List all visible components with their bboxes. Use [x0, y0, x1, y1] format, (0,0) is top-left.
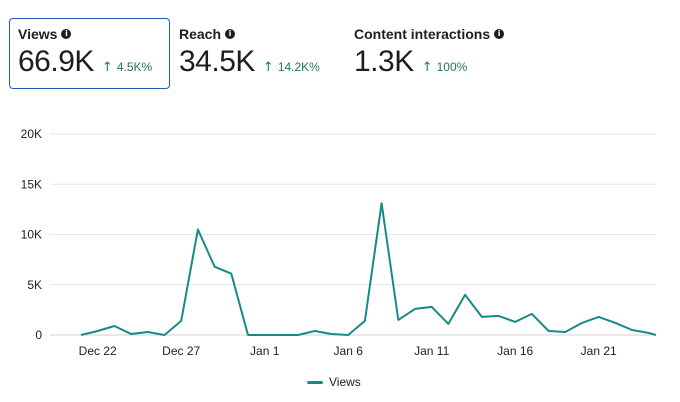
y-tick-label: 15K [21, 177, 42, 191]
metric-card-views[interactable]: Views i 66.9K ↑ 4.5K% [9, 18, 170, 89]
x-tick-label: Dec 27 [162, 344, 200, 358]
info-icon[interactable]: i [494, 29, 505, 39]
legend-label-views: Views [329, 375, 361, 389]
metric-card-content-interactions[interactable]: Content interactions i 1.3K ↑ 100% [345, 18, 525, 89]
chart-legend[interactable]: Views [307, 375, 361, 389]
metric-value-content-interactions: 1.3K [354, 45, 414, 78]
arrow-up-icon: ↑ [262, 60, 274, 75]
x-tick-label: Jan 1 [250, 344, 280, 358]
chart-gridlines [50, 133, 656, 336]
metric-change-views: ↑ 4.5K% [102, 60, 152, 75]
metric-change-value-views: 4.5K% [116, 60, 153, 74]
metric-value-views: 66.9K [18, 45, 94, 78]
legend-swatch-views [307, 380, 323, 384]
y-tick-label: 5K [27, 278, 42, 292]
y-tick-label: 0 [35, 328, 42, 342]
metric-change-reach: ↑ 14.2K% [263, 60, 320, 75]
arrow-up-icon: ↑ [421, 60, 433, 75]
metric-title-content-interactions: Content interactions [354, 26, 491, 42]
y-tick-label: 20K [21, 127, 42, 141]
series-layer [80, 202, 657, 336]
y-axis-labels: 0 5K 10K 15K 20K [21, 127, 43, 342]
x-tick-label: Jan 16 [497, 344, 533, 358]
metric-title-reach: Reach [179, 26, 222, 42]
metric-change-value-reach: 14.2K% [277, 60, 320, 74]
metric-value-reach: 34.5K [179, 45, 255, 78]
y-tick-label: 10K [21, 228, 42, 242]
metric-change-value-content-interactions: 100% [436, 60, 468, 74]
arrow-up-icon: ↑ [101, 60, 113, 75]
metric-title-views: Views [18, 26, 58, 42]
info-icon[interactable]: i [61, 29, 72, 39]
series-line-views[interactable] [80, 202, 657, 336]
x-tick-label: Dec 22 [79, 344, 117, 358]
info-icon[interactable]: i [225, 29, 236, 39]
x-axis-labels: Dec 22 Dec 27 Jan 1 Jan 6 Jan 11 Jan 16 Jan 21 [79, 344, 617, 358]
x-tick-label: Jan 21 [581, 344, 617, 358]
metric-card-reach[interactable]: Reach i 34.5K ↑ 14.2K% [170, 18, 345, 89]
x-tick-label: Jan 6 [334, 344, 364, 358]
metric-cards: Views i 66.9K ↑ 4.5K% Reach i 34.5K ↑ 14… [9, 18, 525, 89]
x-tick-label: Jan 11 [414, 344, 449, 358]
metric-change-content-interactions: ↑ 100% [422, 60, 468, 75]
